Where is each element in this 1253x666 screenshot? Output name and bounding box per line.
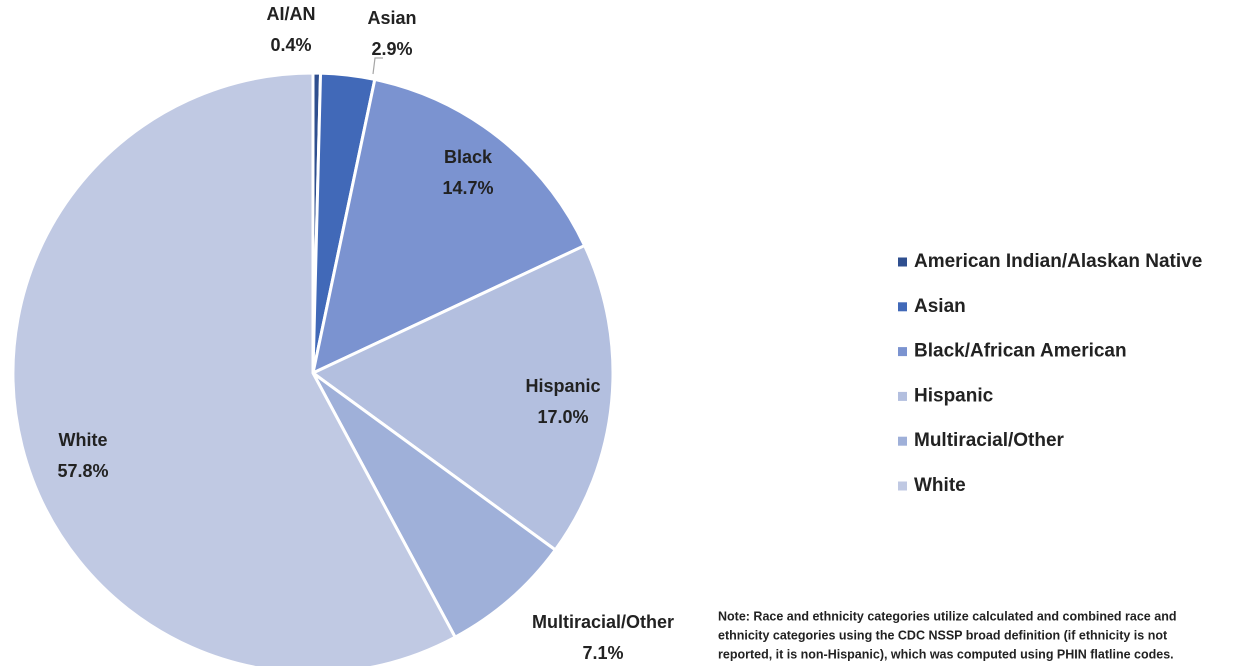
legend-swatch	[898, 391, 907, 401]
leader-line	[372, 57, 383, 75]
slice	[310, 243, 615, 552]
slice	[310, 77, 587, 376]
legend-swatch	[898, 481, 907, 491]
legend-swatch	[898, 347, 907, 357]
pie	[11, 71, 615, 666]
slice-label: Multiracial/Other	[532, 612, 674, 632]
slice-value: 0.4%	[270, 35, 311, 55]
legend-label: Asian	[914, 296, 966, 317]
slice	[311, 371, 558, 640]
slice-label: Asian	[367, 8, 416, 28]
slice-label: AI/AN	[267, 4, 316, 24]
legend-label: Black/African American	[914, 341, 1127, 362]
slice-value: 17.0%	[537, 407, 588, 427]
legend-label: American Indian/Alaskan Native	[914, 251, 1202, 272]
slice-value: 57.8%	[57, 461, 108, 481]
note: Note: Race and ethnicity categories util…	[718, 609, 1176, 623]
slice-label: White	[59, 430, 108, 450]
slice	[11, 71, 458, 666]
legend-label: White	[914, 475, 966, 496]
slice-value: 14.7%	[442, 178, 493, 198]
legend-swatch	[898, 302, 907, 312]
legend-label: Multiracial/Other	[914, 430, 1065, 451]
slice-value: 2.9%	[371, 39, 412, 59]
legend-label: Hispanic	[914, 385, 994, 406]
note: ethnicity categories using the CDC NSSP …	[718, 628, 1168, 642]
slice-label: Hispanic	[525, 376, 600, 396]
note: reported, it is non-Hispanic), which was…	[718, 647, 1174, 661]
slice-value: 7.1%	[582, 643, 623, 663]
slice-label: Black	[444, 147, 493, 167]
legend-swatch	[898, 436, 907, 446]
legend-swatch	[898, 257, 907, 267]
